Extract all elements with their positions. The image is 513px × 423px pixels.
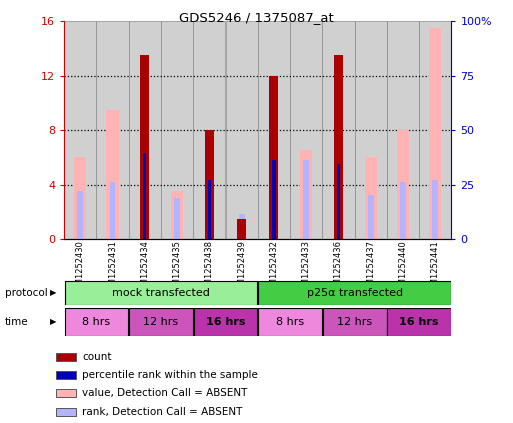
Text: GDS5246 / 1375087_at: GDS5246 / 1375087_at <box>179 11 334 24</box>
FancyBboxPatch shape <box>193 22 226 239</box>
Bar <box>365 157 377 239</box>
Text: count: count <box>82 352 111 362</box>
Bar <box>334 55 343 239</box>
FancyBboxPatch shape <box>419 22 451 239</box>
FancyBboxPatch shape <box>226 22 258 239</box>
FancyBboxPatch shape <box>322 22 354 239</box>
Bar <box>65 308 128 336</box>
Bar <box>77 191 83 239</box>
Text: 12 hrs: 12 hrs <box>144 317 179 327</box>
Text: percentile rank within the sample: percentile rank within the sample <box>82 370 258 380</box>
FancyBboxPatch shape <box>387 22 419 239</box>
Text: 16 hrs: 16 hrs <box>400 317 439 327</box>
Bar <box>337 164 340 239</box>
Bar <box>272 160 275 239</box>
Text: ▶: ▶ <box>50 317 57 327</box>
Bar <box>258 280 450 305</box>
Bar <box>143 153 146 239</box>
Text: mock transfected: mock transfected <box>112 288 210 298</box>
Bar <box>206 181 212 239</box>
Text: rank, Detection Call = ABSENT: rank, Detection Call = ABSENT <box>82 407 242 417</box>
Bar <box>74 157 86 239</box>
Bar <box>208 181 211 239</box>
Bar <box>56 353 76 361</box>
Bar <box>106 110 119 239</box>
Bar <box>303 160 309 239</box>
Text: 8 hrs: 8 hrs <box>276 317 304 327</box>
Text: time: time <box>5 317 29 327</box>
Bar <box>400 182 406 239</box>
Bar <box>237 219 246 239</box>
Bar <box>193 308 258 336</box>
Text: ▶: ▶ <box>50 288 57 297</box>
Bar <box>140 55 149 239</box>
Bar <box>429 28 441 239</box>
Text: p25α transfected: p25α transfected <box>307 288 403 298</box>
Bar <box>397 130 409 239</box>
Bar <box>56 371 76 379</box>
Bar <box>300 151 312 239</box>
Bar <box>205 130 214 239</box>
Bar <box>269 76 279 239</box>
FancyBboxPatch shape <box>161 22 193 239</box>
FancyBboxPatch shape <box>129 22 161 239</box>
Bar <box>56 408 76 416</box>
Text: value, Detection Call = ABSENT: value, Detection Call = ABSENT <box>82 388 247 398</box>
Bar <box>171 191 183 239</box>
FancyBboxPatch shape <box>64 22 96 239</box>
Bar <box>323 308 386 336</box>
Bar <box>174 198 180 239</box>
Bar <box>368 195 373 239</box>
Text: protocol: protocol <box>5 288 48 298</box>
Bar <box>129 308 193 336</box>
FancyBboxPatch shape <box>96 22 129 239</box>
FancyBboxPatch shape <box>258 22 290 239</box>
Bar <box>65 280 257 305</box>
Text: 8 hrs: 8 hrs <box>83 317 110 327</box>
FancyBboxPatch shape <box>290 22 322 239</box>
Text: 12 hrs: 12 hrs <box>337 317 372 327</box>
Bar <box>432 181 438 239</box>
Text: 16 hrs: 16 hrs <box>206 317 245 327</box>
Bar <box>56 389 76 398</box>
Bar <box>110 182 115 239</box>
FancyBboxPatch shape <box>354 22 387 239</box>
Bar <box>258 308 322 336</box>
Bar <box>239 214 245 239</box>
Bar <box>387 308 451 336</box>
